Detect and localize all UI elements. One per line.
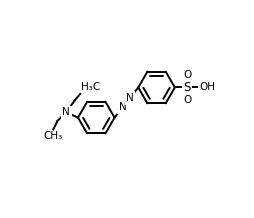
Text: CH₃: CH₃ — [43, 131, 63, 141]
Text: N: N — [119, 102, 126, 112]
Text: OH: OH — [198, 82, 214, 92]
Text: S: S — [182, 81, 190, 94]
Text: N: N — [62, 107, 70, 117]
Text: H₃C: H₃C — [81, 82, 100, 92]
Text: O: O — [183, 95, 191, 105]
Text: N: N — [126, 93, 133, 103]
Text: O: O — [183, 70, 191, 80]
